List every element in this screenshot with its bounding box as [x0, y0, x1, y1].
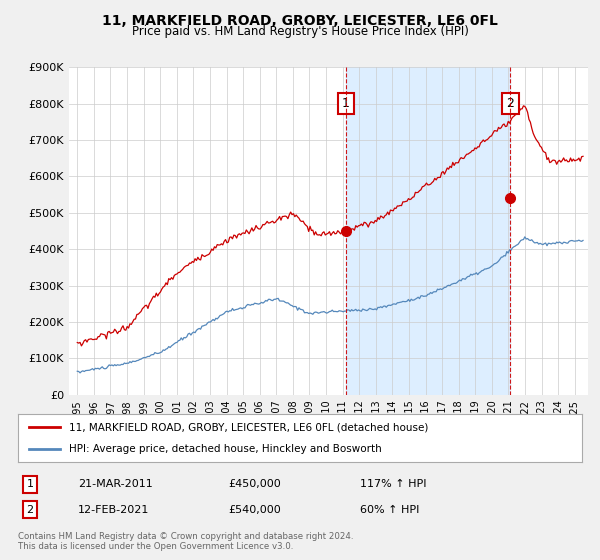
Bar — [346, 67, 511, 395]
Text: 2: 2 — [26, 505, 34, 515]
Text: 11, MARKFIELD ROAD, GROBY, LEICESTER, LE6 0FL (detached house): 11, MARKFIELD ROAD, GROBY, LEICESTER, LE… — [69, 422, 428, 432]
Text: 117% ↑ HPI: 117% ↑ HPI — [360, 479, 427, 489]
Text: 11, MARKFIELD ROAD, GROBY, LEICESTER, LE6 0FL: 11, MARKFIELD ROAD, GROBY, LEICESTER, LE… — [102, 14, 498, 28]
Text: £450,000: £450,000 — [228, 479, 281, 489]
Text: 1: 1 — [342, 97, 350, 110]
Text: 12-FEB-2021: 12-FEB-2021 — [78, 505, 149, 515]
Text: £540,000: £540,000 — [228, 505, 281, 515]
Text: 60% ↑ HPI: 60% ↑ HPI — [360, 505, 419, 515]
Text: Price paid vs. HM Land Registry's House Price Index (HPI): Price paid vs. HM Land Registry's House … — [131, 25, 469, 38]
Text: Contains HM Land Registry data © Crown copyright and database right 2024.
This d: Contains HM Land Registry data © Crown c… — [18, 532, 353, 552]
Text: 21-MAR-2011: 21-MAR-2011 — [78, 479, 153, 489]
Text: 1: 1 — [26, 479, 34, 489]
Text: HPI: Average price, detached house, Hinckley and Bosworth: HPI: Average price, detached house, Hinc… — [69, 444, 382, 454]
Text: 2: 2 — [506, 97, 514, 110]
